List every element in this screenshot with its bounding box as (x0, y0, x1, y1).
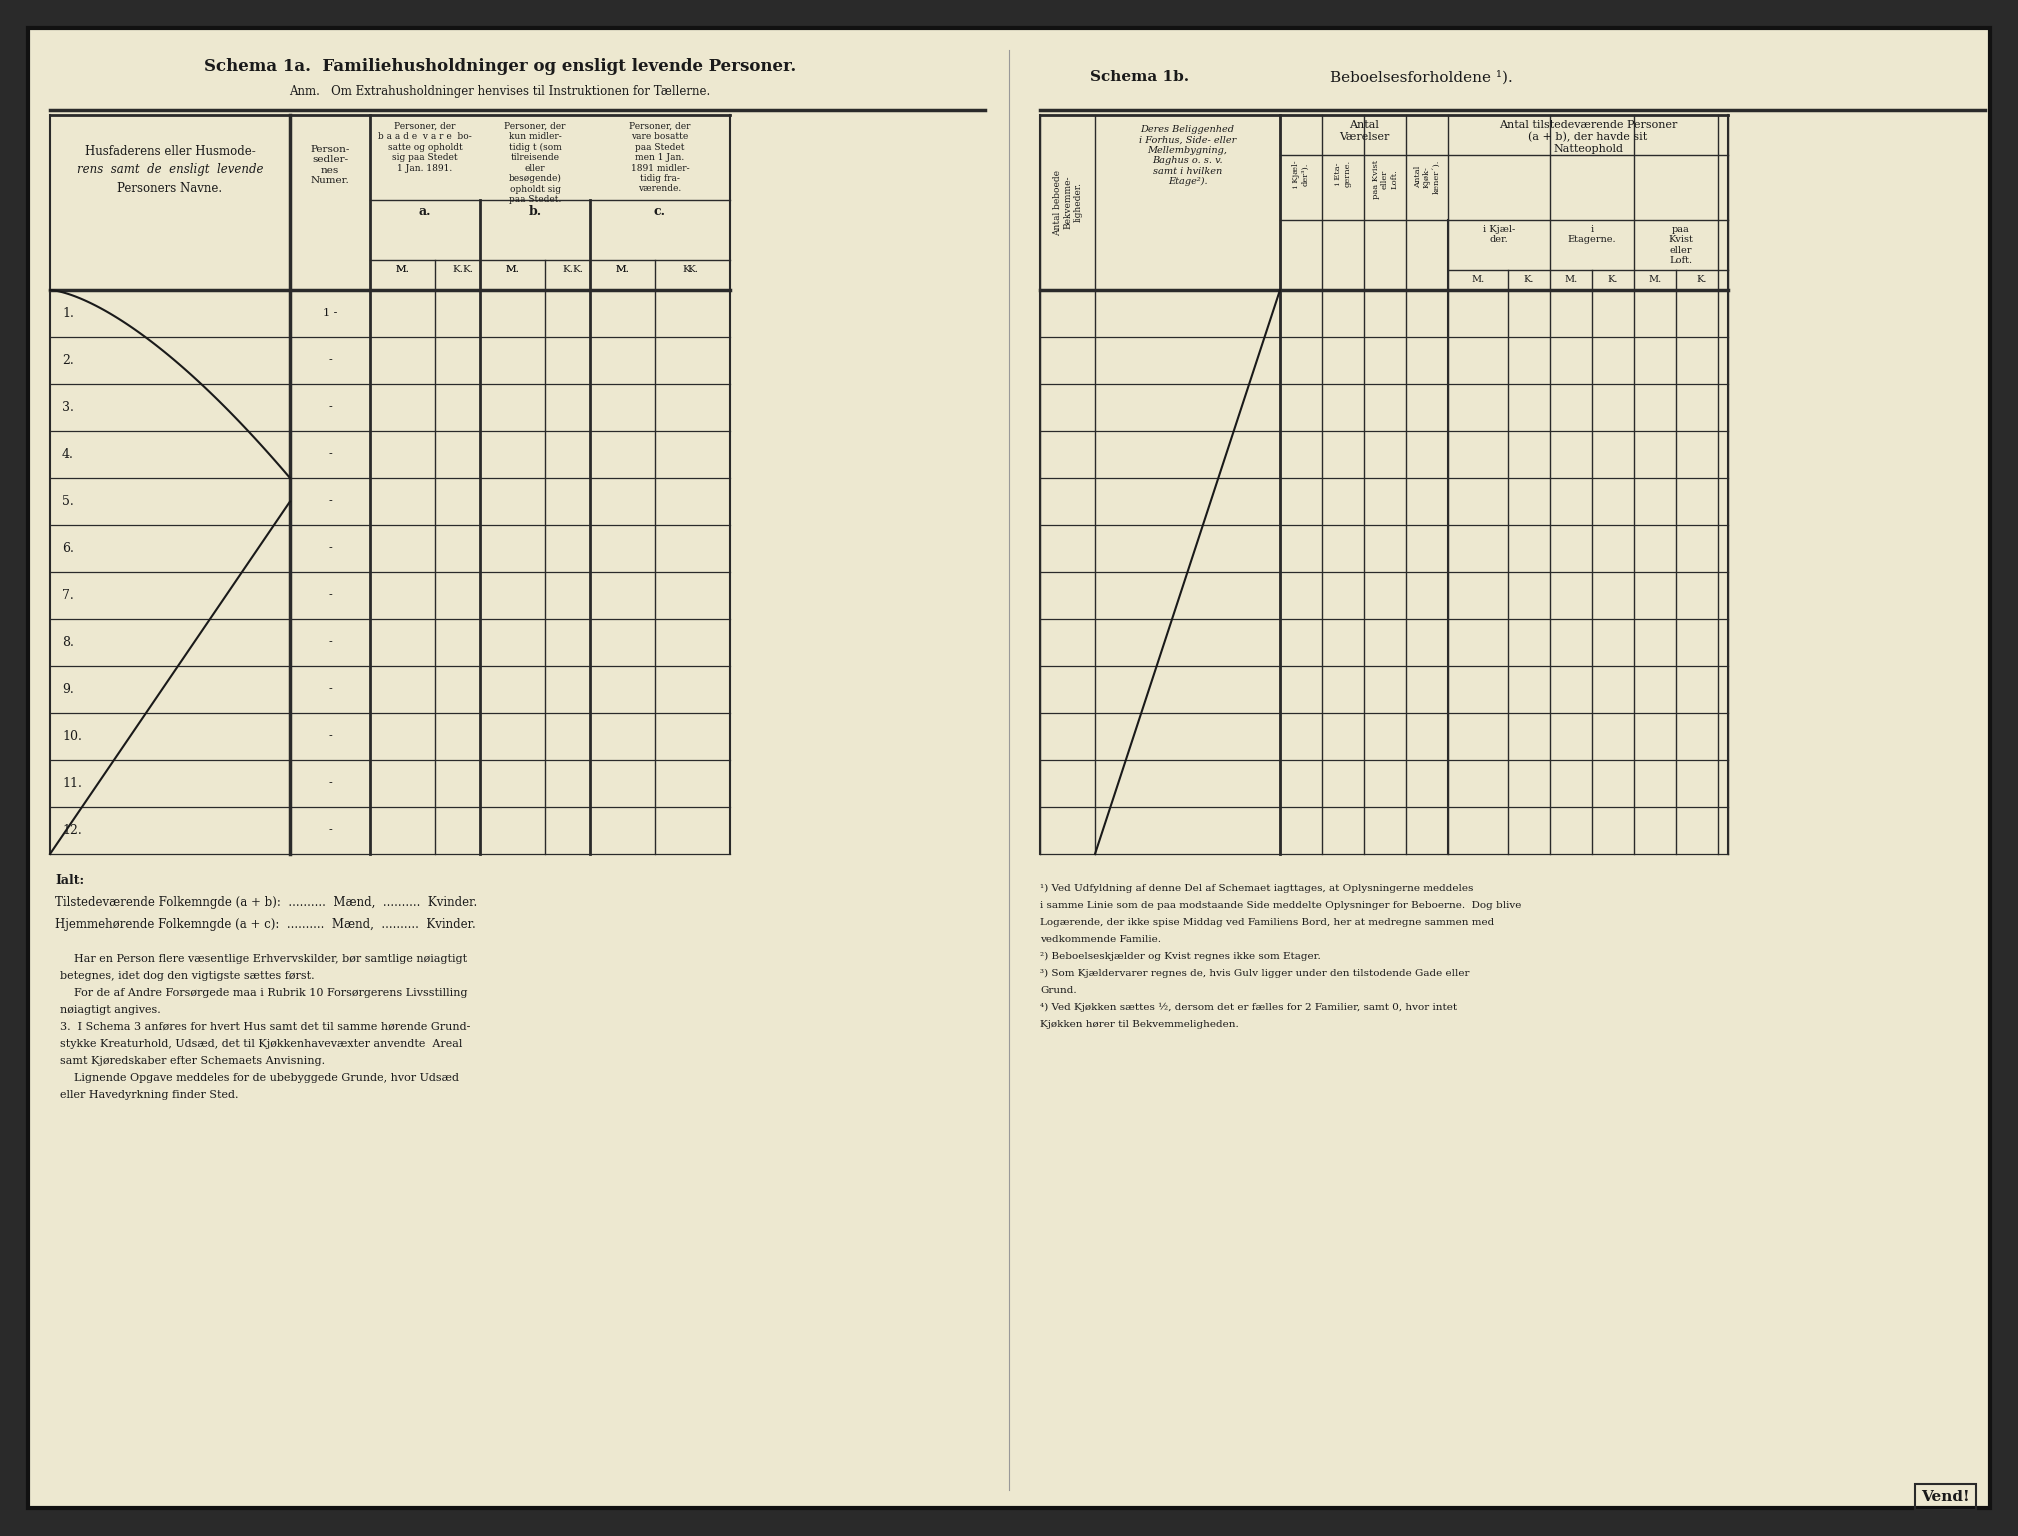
Text: Lignende Opgave meddeles for de ubebyggede Grunde, hvor Udsæd: Lignende Opgave meddeles for de ubebygge… (61, 1074, 458, 1083)
Text: 11.: 11. (63, 777, 83, 790)
Text: Beboelsesforholdene ¹).: Beboelsesforholdene ¹). (1330, 71, 1514, 84)
Text: vedkommende Familie.: vedkommende Familie. (1039, 935, 1160, 945)
Text: -: - (329, 685, 331, 694)
Text: M.: M. (396, 266, 410, 273)
Text: nøiagtigt angives.: nøiagtigt angives. (61, 1005, 161, 1015)
Text: K.: K. (1524, 275, 1534, 284)
Text: -: - (329, 450, 331, 459)
Text: Har en Person flere væsentlige Erhvervskilder, bør samtlige nøiagtigt: Har en Person flere væsentlige Erhvervsk… (61, 954, 466, 965)
Text: betegnes, idet dog den vigtigste sættes først.: betegnes, idet dog den vigtigste sættes … (61, 971, 315, 982)
Text: 1 -: 1 - (323, 309, 337, 318)
Text: -: - (329, 355, 331, 366)
Text: K.: K. (571, 266, 583, 273)
Text: 6.: 6. (63, 542, 75, 554)
Text: K.: K. (561, 266, 573, 273)
Text: Husfaderens eller Husmode-: Husfaderens eller Husmode- (85, 144, 256, 158)
Text: M.: M. (1564, 275, 1578, 284)
Text: Tilstedeværende Folkemngde (a + b):  ..........  Mænd,  ..........  Kvinder.: Tilstedeværende Folkemngde (a + b): ....… (54, 895, 476, 909)
Text: Grund.: Grund. (1039, 986, 1078, 995)
Text: paa Kvist
eller
Loft.: paa Kvist eller Loft. (1372, 160, 1398, 200)
Text: i Eta-
gerne.: i Eta- gerne. (1334, 160, 1352, 187)
Text: -: - (329, 544, 331, 553)
Text: -: - (329, 637, 331, 648)
Text: samt Kjøredskaber efter Schemaets Anvisning.: samt Kjøredskaber efter Schemaets Anvisn… (61, 1057, 325, 1066)
Text: 2.: 2. (63, 353, 75, 367)
Text: Schema 1b.: Schema 1b. (1090, 71, 1189, 84)
Text: -: - (329, 402, 331, 413)
Text: ¹) Ved Udfyldning af denne Del af Schemaet iagttages, at Oplysningerne meddeles: ¹) Ved Udfyldning af denne Del af Schema… (1039, 885, 1473, 892)
Text: -: - (329, 590, 331, 601)
Text: Personer, der
vare bosatte
paa Stedet
men 1 Jan.
1891 midler-
tidig fra-
værende: Personer, der vare bosatte paa Stedet me… (630, 121, 690, 194)
Text: Kjøkken hører til Bekvemmeligheden.: Kjøkken hører til Bekvemmeligheden. (1039, 1020, 1239, 1029)
Text: -: - (329, 731, 331, 742)
Text: Anm.   Om Extrahusholdninger henvises til Instruktionen for Tællerne.: Anm. Om Extrahusholdninger henvises til … (289, 84, 710, 98)
Text: Deres Beliggenhed
i Forhus, Side- eller
Mellembygning,
Baghus o. s. v.
samt i hv: Deres Beliggenhed i Forhus, Side- eller … (1138, 124, 1237, 186)
Text: Person-
sedler-
nes
Numer.: Person- sedler- nes Numer. (311, 144, 349, 186)
Text: -: - (329, 779, 331, 788)
Text: -: - (329, 496, 331, 507)
Text: rens  samt  de  ensligt  levende: rens samt de ensligt levende (77, 163, 262, 177)
Text: 4.: 4. (63, 449, 75, 461)
Text: paa
Kvist
eller
Loft.: paa Kvist eller Loft. (1669, 224, 1693, 266)
Text: K.: K. (1608, 275, 1618, 284)
Text: 7.: 7. (63, 588, 75, 602)
Text: 10.: 10. (63, 730, 83, 743)
Text: ²) Beboelseskjælder og Kvist regnes ikke som Etager.: ²) Beboelseskjælder og Kvist regnes ikke… (1039, 952, 1320, 962)
Text: i Kjæl-
der³).: i Kjæl- der³). (1292, 160, 1310, 187)
Text: ³) Som Kjældervarer regnes de, hvis Gulv ligger under den tilstodende Gade eller: ³) Som Kjældervarer regnes de, hvis Gulv… (1039, 969, 1469, 978)
Text: Antal tilstedeværende Personer
(a + b), der havde sit
Natteophold: Antal tilstedeværende Personer (a + b), … (1499, 120, 1677, 154)
Text: stykke Kreaturhold, Udsæd, det til Kjøkkenhavevæxter anvendte  Areal: stykke Kreaturhold, Udsæd, det til Kjøkk… (61, 1038, 462, 1049)
Text: Vend!: Vend! (1921, 1490, 1970, 1504)
Text: M.: M. (615, 266, 630, 273)
Text: Ialt:: Ialt: (54, 874, 85, 886)
Text: M.: M. (1471, 275, 1485, 284)
Text: b.: b. (529, 204, 541, 218)
Text: ⁴) Ved Kjøkken sættes ½, dersom det er fælles for 2 Familier, samt 0, hvor intet: ⁴) Ved Kjøkken sættes ½, dersom det er f… (1039, 1003, 1457, 1012)
Text: Antal
Værelser: Antal Værelser (1338, 120, 1388, 141)
Text: Schema 1a.  Familiehusholdninger og ensligt levende Personer.: Schema 1a. Familiehusholdninger og ensli… (204, 58, 797, 75)
Text: M.: M. (396, 266, 410, 273)
Text: -: - (329, 825, 331, 836)
Text: eller Havedyrkning finder Sted.: eller Havedyrkning finder Sted. (61, 1091, 238, 1100)
Text: M.: M. (615, 266, 630, 273)
Text: For de af Andre Forsørgede maa i Rubrik 10 Forsørgerens Livsstilling: For de af Andre Forsørgede maa i Rubrik … (61, 988, 468, 998)
Text: Logærende, der ikke spise Middag ved Familiens Bord, her at medregne sammen med: Logærende, der ikke spise Middag ved Fam… (1039, 919, 1493, 928)
Text: 3.: 3. (63, 401, 75, 415)
Text: M.: M. (507, 266, 519, 273)
Text: 5.: 5. (63, 495, 75, 508)
Text: Antal
Kjøk-
kener´).: Antal Kjøk- kener´). (1415, 160, 1441, 195)
Text: 8.: 8. (63, 636, 75, 650)
Text: M.: M. (1649, 275, 1661, 284)
Text: i
Etagerne.: i Etagerne. (1568, 224, 1616, 244)
Text: Hjemmehørende Folkemngde (a + c):  ..........  Mænd,  ..........  Kvinder.: Hjemmehørende Folkemngde (a + c): ......… (54, 919, 476, 931)
Text: i Kjæl-
der.: i Kjæl- der. (1483, 224, 1516, 244)
Text: Personer, der
kun midler-
tidig t (som
tilreisende
eller
besøgende)
opholdt sig
: Personer, der kun midler- tidig t (som t… (504, 121, 565, 204)
Text: c.: c. (654, 204, 666, 218)
Text: Personer, der
b a a d e  v a r e  bo-
satte og opholdt
sig paa Stedet
1 Jan. 189: Personer, der b a a d e v a r e bo- satt… (377, 121, 472, 172)
Text: M.: M. (507, 266, 519, 273)
Text: 1.: 1. (63, 307, 75, 319)
Text: 12.: 12. (63, 823, 83, 837)
Text: i samme Linie som de paa modstaande Side meddelte Oplysninger for Beboerne.  Dog: i samme Linie som de paa modstaande Side… (1039, 902, 1522, 909)
Text: a.: a. (420, 204, 432, 218)
Text: K.: K. (1697, 275, 1707, 284)
Text: Antal beboede
Bekvemme-
ligheder.: Antal beboede Bekvemme- ligheder. (1053, 169, 1082, 235)
Text: K.: K. (686, 266, 698, 273)
Text: K.: K. (462, 266, 472, 273)
Text: K.: K. (452, 266, 462, 273)
Text: 9.: 9. (63, 684, 75, 696)
Text: Personers Navne.: Personers Navne. (117, 181, 222, 195)
Text: 3.  I Schema 3 anføres for hvert Hus samt det til samme hørende Grund-: 3. I Schema 3 anføres for hvert Hus samt… (61, 1021, 470, 1032)
Text: K.: K. (682, 266, 692, 273)
